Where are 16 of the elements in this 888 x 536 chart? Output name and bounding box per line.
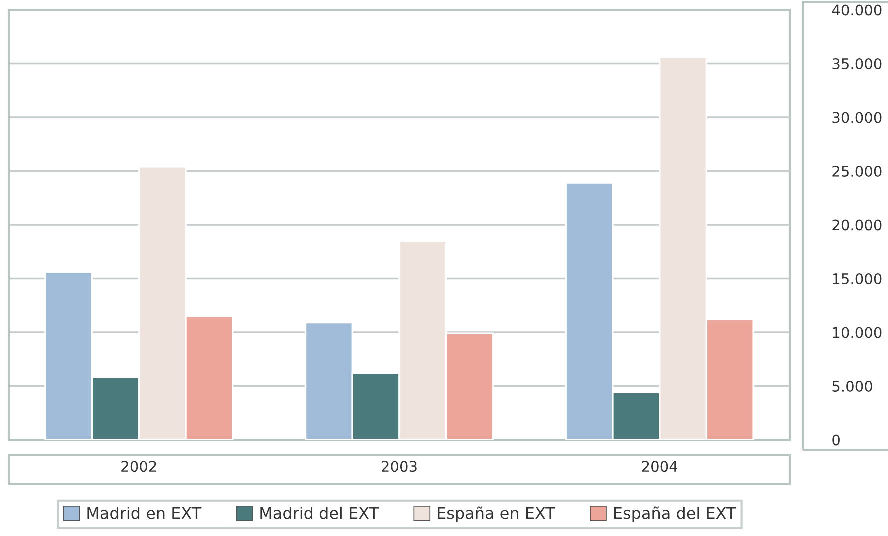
- legend-label: Madrid en EXT: [88, 506, 202, 520]
- x-tick-label: 2003: [382, 461, 417, 472]
- x-tick-label: 2004: [642, 461, 678, 472]
- y-tick-label: 5.000: [832, 380, 872, 392]
- y-tick-label: 0: [832, 434, 840, 446]
- legend-label: España del EXT: [614, 506, 736, 522]
- y-tick-label: 10.000: [833, 327, 882, 338]
- x-tick-label: 2002: [122, 461, 156, 472]
- y-tick-label: 40.000: [832, 4, 882, 16]
- y-tick-label: 25.000: [832, 166, 882, 177]
- y-tick-label: 35.000: [832, 58, 882, 70]
- y-tick-label: 30.000: [832, 112, 882, 124]
- y-tick-label: 15.000: [833, 273, 882, 284]
- y-tick-label: 20.000: [832, 220, 882, 231]
- legend-label: Madrid del EXT: [260, 506, 380, 520]
- legend-label: España en EXT: [438, 506, 556, 522]
